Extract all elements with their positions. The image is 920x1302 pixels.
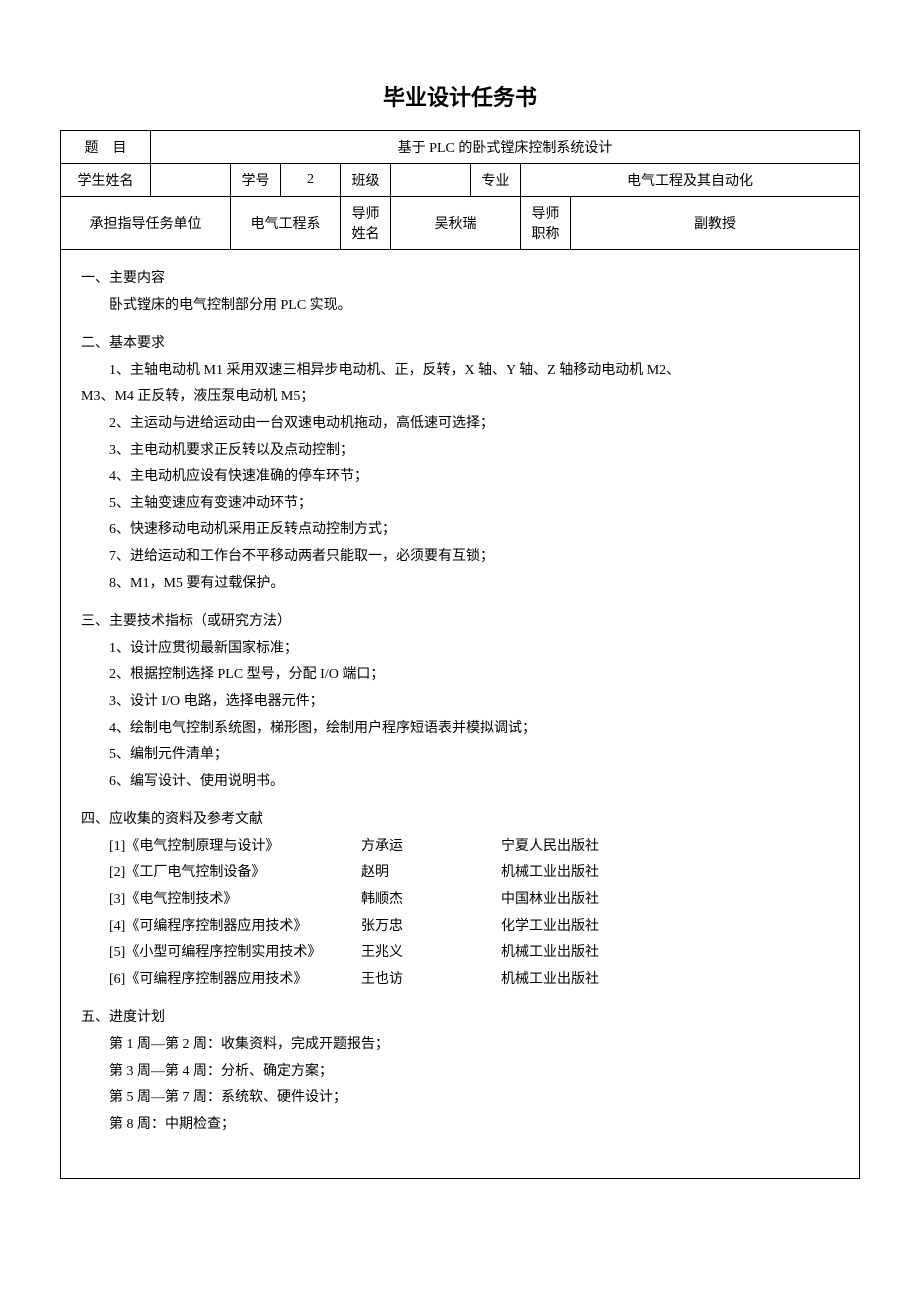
- section-5-line-3: 第 5 周—第 7 周：系统软、硬件设计；: [81, 1085, 839, 1112]
- ref-row-5: [5]《小型可编程序控制实用技术》 王兆义 机械工业出版社: [81, 940, 839, 967]
- value-advisor-title: 副教授: [571, 197, 860, 250]
- value-class: [391, 164, 471, 197]
- label-student-name: 学生姓名: [61, 164, 151, 197]
- ref-5-title: [5]《小型可编程序控制实用技术》: [81, 940, 361, 967]
- label-student-id: 学号: [231, 164, 281, 197]
- section-5-line-4: 第 8 周：中期检查；: [81, 1112, 839, 1139]
- content-body: 一、主要内容 卧式镗床的电气控制部分用 PLC 实现。 二、基本要求 1、主轴电…: [60, 250, 860, 1179]
- value-topic: 基于 PLC 的卧式镗床控制系统设计: [151, 131, 860, 164]
- section-3-heading: 三、主要技术指标（或研究方法）: [81, 609, 839, 636]
- ref-2-publisher: 机械工业出版社: [501, 860, 839, 887]
- label-topic: 题 目: [61, 131, 151, 164]
- section-2-line-3: 3、主电动机要求正反转以及点动控制；: [81, 438, 839, 465]
- section-2-line-6: 6、快速移动电动机采用正反转点动控制方式；: [81, 517, 839, 544]
- label-advisor-title: 导师职称: [521, 197, 571, 250]
- ref-5-author: 王兆义: [361, 940, 501, 967]
- section-5-line-1: 第 1 周—第 2 周：收集资料，完成开题报告；: [81, 1032, 839, 1059]
- section-5-line-2: 第 3 周—第 4 周：分析、确定方案；: [81, 1059, 839, 1086]
- label-advisor-name: 导师姓名: [341, 197, 391, 250]
- section-4-heading: 四、应收集的资料及参考文献: [81, 807, 839, 834]
- ref-6-publisher: 机械工业出版社: [501, 967, 839, 994]
- ref-4-publisher: 化学工业出版社: [501, 914, 839, 941]
- value-student-name: [151, 164, 231, 197]
- section-2-line-1a: 1、主轴电动机 M1 采用双速三相异步电动机、正，反转，X 轴、Y 轴、Z 轴移…: [81, 358, 839, 385]
- section-2-line-2: 2、主运动与进给运动由一台双速电动机拖动，高低速可选择；: [81, 411, 839, 438]
- ref-4-title: [4]《可编程序控制器应用技术》: [81, 914, 361, 941]
- value-major: 电气工程及其自动化: [521, 164, 860, 197]
- ref-5-publisher: 机械工业出版社: [501, 940, 839, 967]
- section-3-line-1: 1、设计应贯彻最新国家标准；: [81, 636, 839, 663]
- ref-1-publisher: 宁夏人民出版社: [501, 834, 839, 861]
- ref-1-author: 方承运: [361, 834, 501, 861]
- ref-row-6: [6]《可编程序控制器应用技术》 王也访 机械工业出版社: [81, 967, 839, 994]
- section-2-line-4: 4、主电动机应设有快速准确的停车环节；: [81, 464, 839, 491]
- ref-row-4: [4]《可编程序控制器应用技术》 张万忠 化学工业出版社: [81, 914, 839, 941]
- value-student-id: 2: [281, 164, 341, 197]
- section-3-line-6: 6、编写设计、使用说明书。: [81, 769, 839, 796]
- section-1-line: 卧式镗床的电气控制部分用 PLC 实现。: [81, 293, 839, 320]
- label-class: 班级: [341, 164, 391, 197]
- section-3-line-4: 4、绘制电气控制系统图，梯形图，绘制用户程序短语表并模拟调试；: [81, 716, 839, 743]
- ref-2-title: [2]《工厂电气控制设备》: [81, 860, 361, 887]
- section-3-line-3: 3、设计 I/O 电路，选择电器元件；: [81, 689, 839, 716]
- ref-6-title: [6]《可编程序控制器应用技术》: [81, 967, 361, 994]
- document-title: 毕业设计任务书: [60, 80, 860, 112]
- value-advisor-name: 吴秋瑞: [391, 197, 521, 250]
- ref-3-publisher: 中国林业出版社: [501, 887, 839, 914]
- section-2-heading: 二、基本要求: [81, 331, 839, 358]
- ref-2-author: 赵明: [361, 860, 501, 887]
- section-3-line-5: 5、编制元件清单；: [81, 742, 839, 769]
- ref-row-2: [2]《工厂电气控制设备》 赵明 机械工业出版社: [81, 860, 839, 887]
- ref-1-title: [1]《电气控制原理与设计》: [81, 834, 361, 861]
- label-major: 专业: [471, 164, 521, 197]
- ref-6-author: 王也访: [361, 967, 501, 994]
- section-2-line-8: 8、M1，M5 要有过载保护。: [81, 571, 839, 598]
- section-5-heading: 五、进度计划: [81, 1005, 839, 1032]
- ref-row-1: [1]《电气控制原理与设计》 方承运 宁夏人民出版社: [81, 834, 839, 861]
- header-table: 题 目 基于 PLC 的卧式镗床控制系统设计 学生姓名 学号 2 班级 专业 电…: [60, 130, 860, 250]
- label-unit: 承担指导任务单位: [61, 197, 231, 250]
- section-2-line-7: 7、进给运动和工作台不平移动两者只能取一，必须要有互锁；: [81, 544, 839, 571]
- ref-4-author: 张万忠: [361, 914, 501, 941]
- ref-row-3: [3]《电气控制技术》 韩顺杰 中国林业出版社: [81, 887, 839, 914]
- value-unit: 电气工程系: [231, 197, 341, 250]
- section-1-heading: 一、主要内容: [81, 266, 839, 293]
- ref-3-title: [3]《电气控制技术》: [81, 887, 361, 914]
- section-3-line-2: 2、根据控制选择 PLC 型号，分配 I/O 端口；: [81, 662, 839, 689]
- ref-3-author: 韩顺杰: [361, 887, 501, 914]
- section-2-line-1b: M3、M4 正反转，液压泵电动机 M5；: [81, 384, 839, 411]
- section-2-line-5: 5、主轴变速应有变速冲动环节；: [81, 491, 839, 518]
